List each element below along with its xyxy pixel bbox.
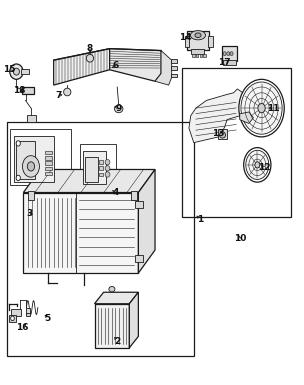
Bar [203,54,206,57]
Text: 11: 11 [267,104,279,112]
Bar [187,32,209,50]
Bar [46,161,52,165]
Bar [11,309,21,316]
Bar [80,144,116,188]
Bar [192,54,195,57]
Ellipse shape [105,166,110,171]
Bar [99,172,103,176]
Ellipse shape [27,162,35,171]
Text: 7: 7 [55,91,61,100]
Ellipse shape [109,286,115,292]
Ellipse shape [64,88,71,96]
Polygon shape [155,50,172,85]
Polygon shape [129,292,138,348]
Ellipse shape [10,64,23,79]
Ellipse shape [190,31,206,40]
Bar [46,172,52,175]
Ellipse shape [11,316,14,321]
Polygon shape [110,49,161,81]
Ellipse shape [227,52,230,55]
Bar [208,36,213,47]
Ellipse shape [195,33,201,37]
Bar [99,166,103,170]
Bar [191,49,204,54]
Bar [28,191,34,200]
Polygon shape [189,89,246,142]
Polygon shape [54,49,110,85]
Bar [171,74,177,77]
Polygon shape [23,169,155,192]
Ellipse shape [86,54,94,62]
Ellipse shape [255,162,260,168]
Bar [185,36,189,47]
Text: 2: 2 [114,337,120,346]
Bar [135,201,143,208]
Bar [200,54,202,57]
Polygon shape [240,112,253,124]
Bar [223,60,236,65]
Text: 17: 17 [218,58,231,67]
Bar [46,151,52,154]
Bar [196,54,198,57]
Bar [26,313,30,316]
Ellipse shape [239,79,284,137]
Bar [22,87,34,94]
Text: 15: 15 [3,65,16,74]
Text: 3: 3 [26,209,33,218]
Bar [222,46,237,61]
Bar [27,115,36,122]
Bar [14,137,54,182]
Bar [9,315,16,322]
Bar [23,192,138,273]
Text: 14: 14 [179,33,192,42]
Text: 12: 12 [258,163,270,172]
Text: 5: 5 [44,314,51,323]
Bar [171,66,177,70]
Ellipse shape [16,141,20,146]
Bar [135,254,143,261]
Text: 18: 18 [12,86,25,95]
Ellipse shape [105,159,110,165]
Text: 13: 13 [212,129,225,137]
Bar [7,122,194,355]
Ellipse shape [115,105,123,113]
Text: 6: 6 [112,61,119,70]
Ellipse shape [223,52,226,55]
Bar [26,308,30,314]
Ellipse shape [22,156,40,177]
Text: 1: 1 [197,215,204,224]
Ellipse shape [258,104,265,113]
Ellipse shape [230,52,233,55]
Bar [10,129,71,185]
Ellipse shape [241,82,282,134]
Text: 9: 9 [116,104,122,112]
Bar [95,304,129,348]
Bar [16,141,35,179]
Ellipse shape [16,175,20,181]
Bar [131,191,137,200]
Bar [171,59,177,63]
Bar [21,69,29,74]
Ellipse shape [244,147,271,182]
Bar [85,157,98,182]
Text: 10: 10 [233,234,246,243]
Bar [46,167,52,170]
Text: 16: 16 [16,323,29,332]
Text: 4: 4 [112,188,119,197]
Polygon shape [138,169,155,273]
Bar [99,160,103,164]
Bar [83,151,106,184]
Text: 8: 8 [87,44,93,53]
Bar [182,68,291,218]
Ellipse shape [13,68,19,75]
Bar [218,129,227,139]
Polygon shape [95,292,138,304]
Bar [46,156,52,159]
Ellipse shape [105,172,110,177]
Ellipse shape [246,150,269,179]
Ellipse shape [219,132,226,138]
